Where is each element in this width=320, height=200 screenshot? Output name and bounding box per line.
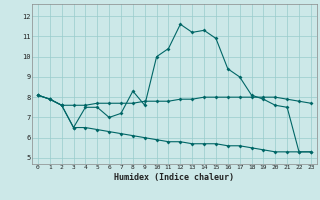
X-axis label: Humidex (Indice chaleur): Humidex (Indice chaleur) [115, 173, 234, 182]
